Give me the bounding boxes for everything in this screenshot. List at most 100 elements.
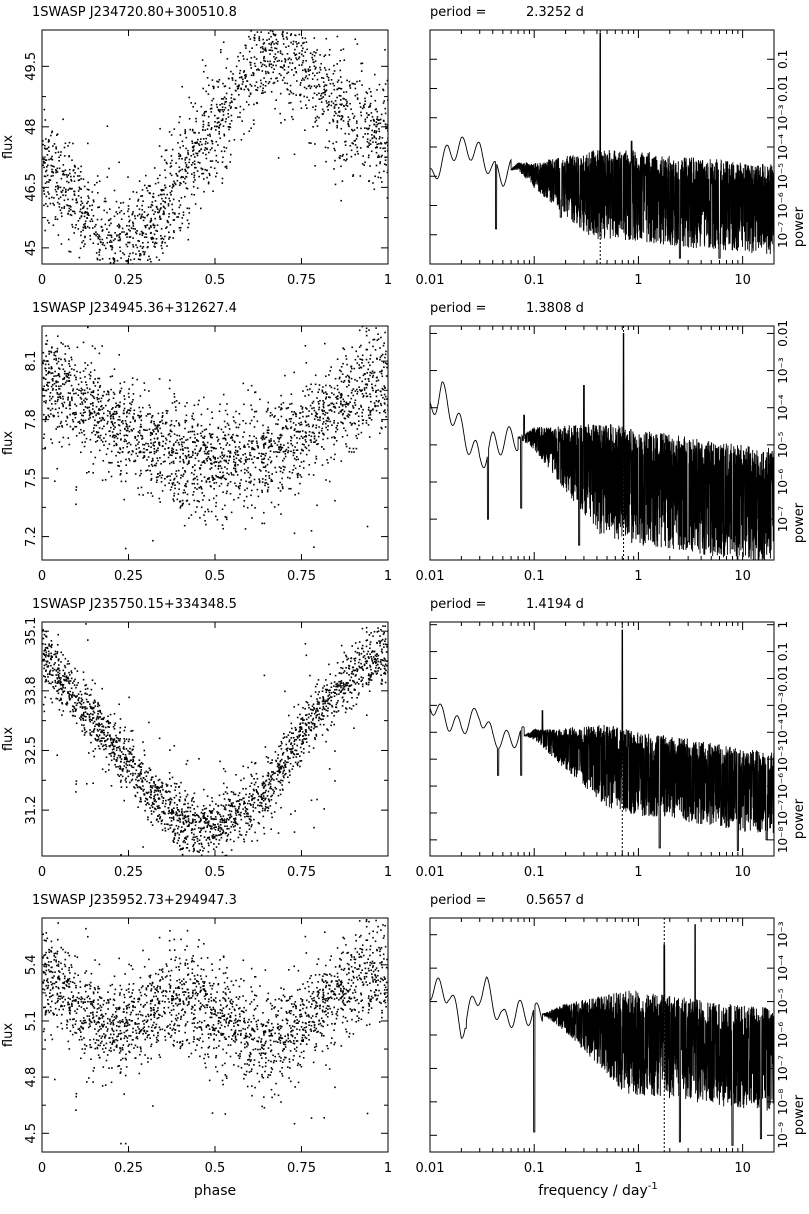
data-point <box>162 440 164 443</box>
data-point <box>71 696 73 699</box>
data-point <box>328 54 331 56</box>
data-point <box>369 410 371 412</box>
data-point <box>152 459 154 462</box>
data-point <box>332 406 335 408</box>
data-point <box>120 786 123 788</box>
data-point <box>353 367 356 370</box>
data-point <box>291 116 293 118</box>
data-point <box>303 460 305 463</box>
data-point <box>105 200 107 203</box>
data-point <box>275 38 278 41</box>
data-point <box>136 439 138 441</box>
data-point <box>271 432 273 435</box>
data-point <box>221 106 224 108</box>
data-point <box>202 441 204 443</box>
data-point <box>340 460 343 462</box>
data-point <box>339 376 341 379</box>
data-point <box>55 359 57 361</box>
data-point <box>160 238 162 240</box>
data-point <box>331 424 333 426</box>
data-point <box>175 162 177 164</box>
data-point <box>51 378 53 381</box>
data-point <box>376 118 378 121</box>
data-point <box>82 671 85 673</box>
data-point <box>292 422 295 424</box>
data-point <box>354 422 356 425</box>
data-point <box>204 510 206 513</box>
data-point <box>161 784 163 787</box>
data-point <box>199 448 202 450</box>
data-point <box>365 327 368 330</box>
data-point <box>232 474 235 476</box>
data-point <box>311 407 313 410</box>
data-point <box>260 437 263 439</box>
data-point <box>100 218 103 221</box>
period-label: period = 1.3808 d <box>430 301 584 316</box>
data-point <box>109 218 112 220</box>
data-point <box>375 125 377 128</box>
data-point <box>375 655 378 658</box>
data-point <box>148 465 150 467</box>
data-point <box>97 393 99 396</box>
data-point <box>266 463 269 466</box>
data-point <box>76 370 78 373</box>
data-point <box>358 364 360 366</box>
data-point <box>250 74 253 77</box>
data-point <box>223 146 225 149</box>
data-point <box>182 436 185 438</box>
data-point <box>383 646 385 648</box>
data-point <box>126 434 129 437</box>
data-point <box>229 107 232 109</box>
data-point <box>95 414 97 417</box>
data-point <box>139 426 142 428</box>
data-point <box>90 688 93 691</box>
data-point <box>78 256 81 259</box>
data-point <box>278 466 281 468</box>
data-point <box>59 186 62 189</box>
data-point <box>354 669 357 672</box>
data-point <box>336 395 338 398</box>
data-point <box>285 418 288 421</box>
data-point <box>344 417 347 420</box>
data-point <box>279 449 282 452</box>
data-point <box>265 80 267 83</box>
data-point <box>52 145 54 147</box>
data-point <box>101 687 103 690</box>
data-point <box>142 232 145 235</box>
data-point <box>194 102 197 105</box>
data-point <box>169 435 172 438</box>
data-point <box>125 458 127 461</box>
data-point <box>317 401 320 403</box>
data-point <box>75 224 77 226</box>
data-point <box>212 85 214 88</box>
data-point <box>266 490 269 493</box>
data-point <box>150 432 152 434</box>
data-point <box>246 469 248 472</box>
data-point <box>200 413 203 416</box>
data-point <box>106 241 109 244</box>
data-point <box>296 474 299 477</box>
data-point <box>380 663 383 665</box>
data-point <box>217 427 220 430</box>
data-point <box>111 245 113 247</box>
data-point <box>59 196 62 198</box>
data-point <box>200 138 202 140</box>
data-point <box>384 409 386 411</box>
data-point <box>78 389 80 391</box>
data-point <box>63 378 65 380</box>
data-point <box>238 413 241 415</box>
data-point <box>125 434 127 436</box>
data-point <box>190 472 193 474</box>
data-point <box>185 500 188 502</box>
data-point <box>382 89 385 92</box>
data-point <box>139 772 142 774</box>
data-point <box>237 116 239 118</box>
data-point <box>321 391 324 393</box>
data-point <box>257 445 259 448</box>
data-point <box>387 137 388 140</box>
data-point <box>300 107 303 109</box>
data-point <box>328 374 330 376</box>
data-point <box>109 239 112 242</box>
data-point <box>202 461 205 463</box>
data-point <box>112 423 114 426</box>
